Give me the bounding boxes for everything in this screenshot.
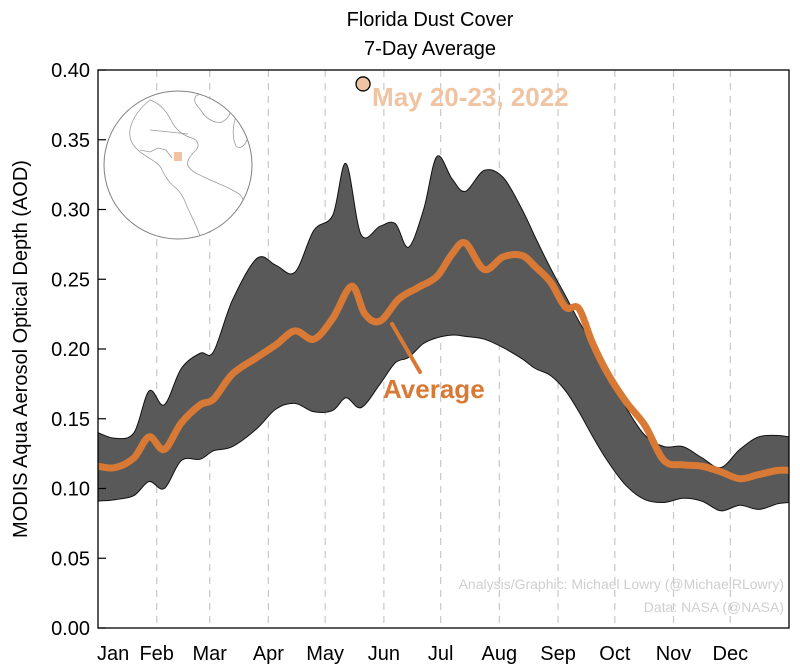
y-tick-label: 0.15	[51, 409, 90, 431]
florida-marker	[174, 152, 182, 161]
x-tick-label-jun: Jun	[368, 643, 400, 665]
globe-outline	[103, 90, 253, 240]
x-tick-label-mar: Mar	[192, 643, 227, 665]
x-tick-label-aug: Aug	[482, 643, 518, 665]
y-tick-label: 0.25	[51, 269, 90, 291]
range-band	[98, 155, 789, 512]
y-tick-label: 0.30	[51, 200, 90, 222]
y-tick-label: 0.35	[51, 130, 90, 152]
highlight-point	[355, 76, 371, 92]
credit-analysis: Analysis/Graphic: Michael Lowry (@Michae…	[459, 576, 784, 592]
chart-title: Florida Dust Cover	[347, 9, 514, 31]
average-line	[98, 239, 789, 483]
x-tick-label-dec: Dec	[713, 643, 749, 665]
band-layer	[98, 155, 789, 512]
y-ticks: 0.00 0.05 0.10 0.15 0.20 0.25 0.30 0.35 0.40	[51, 60, 106, 640]
x-tick-label-jan: Jan	[97, 643, 129, 665]
x-tick-label-jul: Jul	[428, 643, 454, 665]
average-layer	[98, 239, 789, 483]
x-tick-label-oct: Oct	[599, 643, 631, 665]
x-tick-label-feb: Feb	[139, 643, 173, 665]
average-label: Average	[383, 374, 485, 404]
y-tick-label: 0.10	[51, 479, 90, 501]
credit-data: Data: NASA (@NASA)	[644, 599, 784, 615]
y-tick-label: 0.05	[51, 548, 90, 570]
chart-subtitle: 7-Day Average	[364, 38, 496, 60]
x-ticks: Jan Feb Mar Apr May Jun Jul Aug Sep Oct Nov Dec	[97, 643, 748, 665]
y-tick-label: 0.40	[51, 60, 90, 82]
x-tick-label-may: May	[306, 643, 344, 665]
y-tick-label: 0.00	[51, 618, 90, 640]
y-axis-label: MODIS Aqua Aerosol Optical Depth (AOD)	[10, 160, 32, 538]
globe-inset	[103, 90, 253, 240]
x-tick-label-sep: Sep	[540, 643, 576, 665]
x-tick-label-apr: Apr	[253, 643, 284, 665]
highlight-label: May 20-23, 2022	[372, 82, 569, 112]
x-tick-label-nov: Nov	[656, 643, 692, 665]
average-callout-line	[390, 322, 422, 374]
y-tick-label: 0.20	[51, 339, 90, 361]
